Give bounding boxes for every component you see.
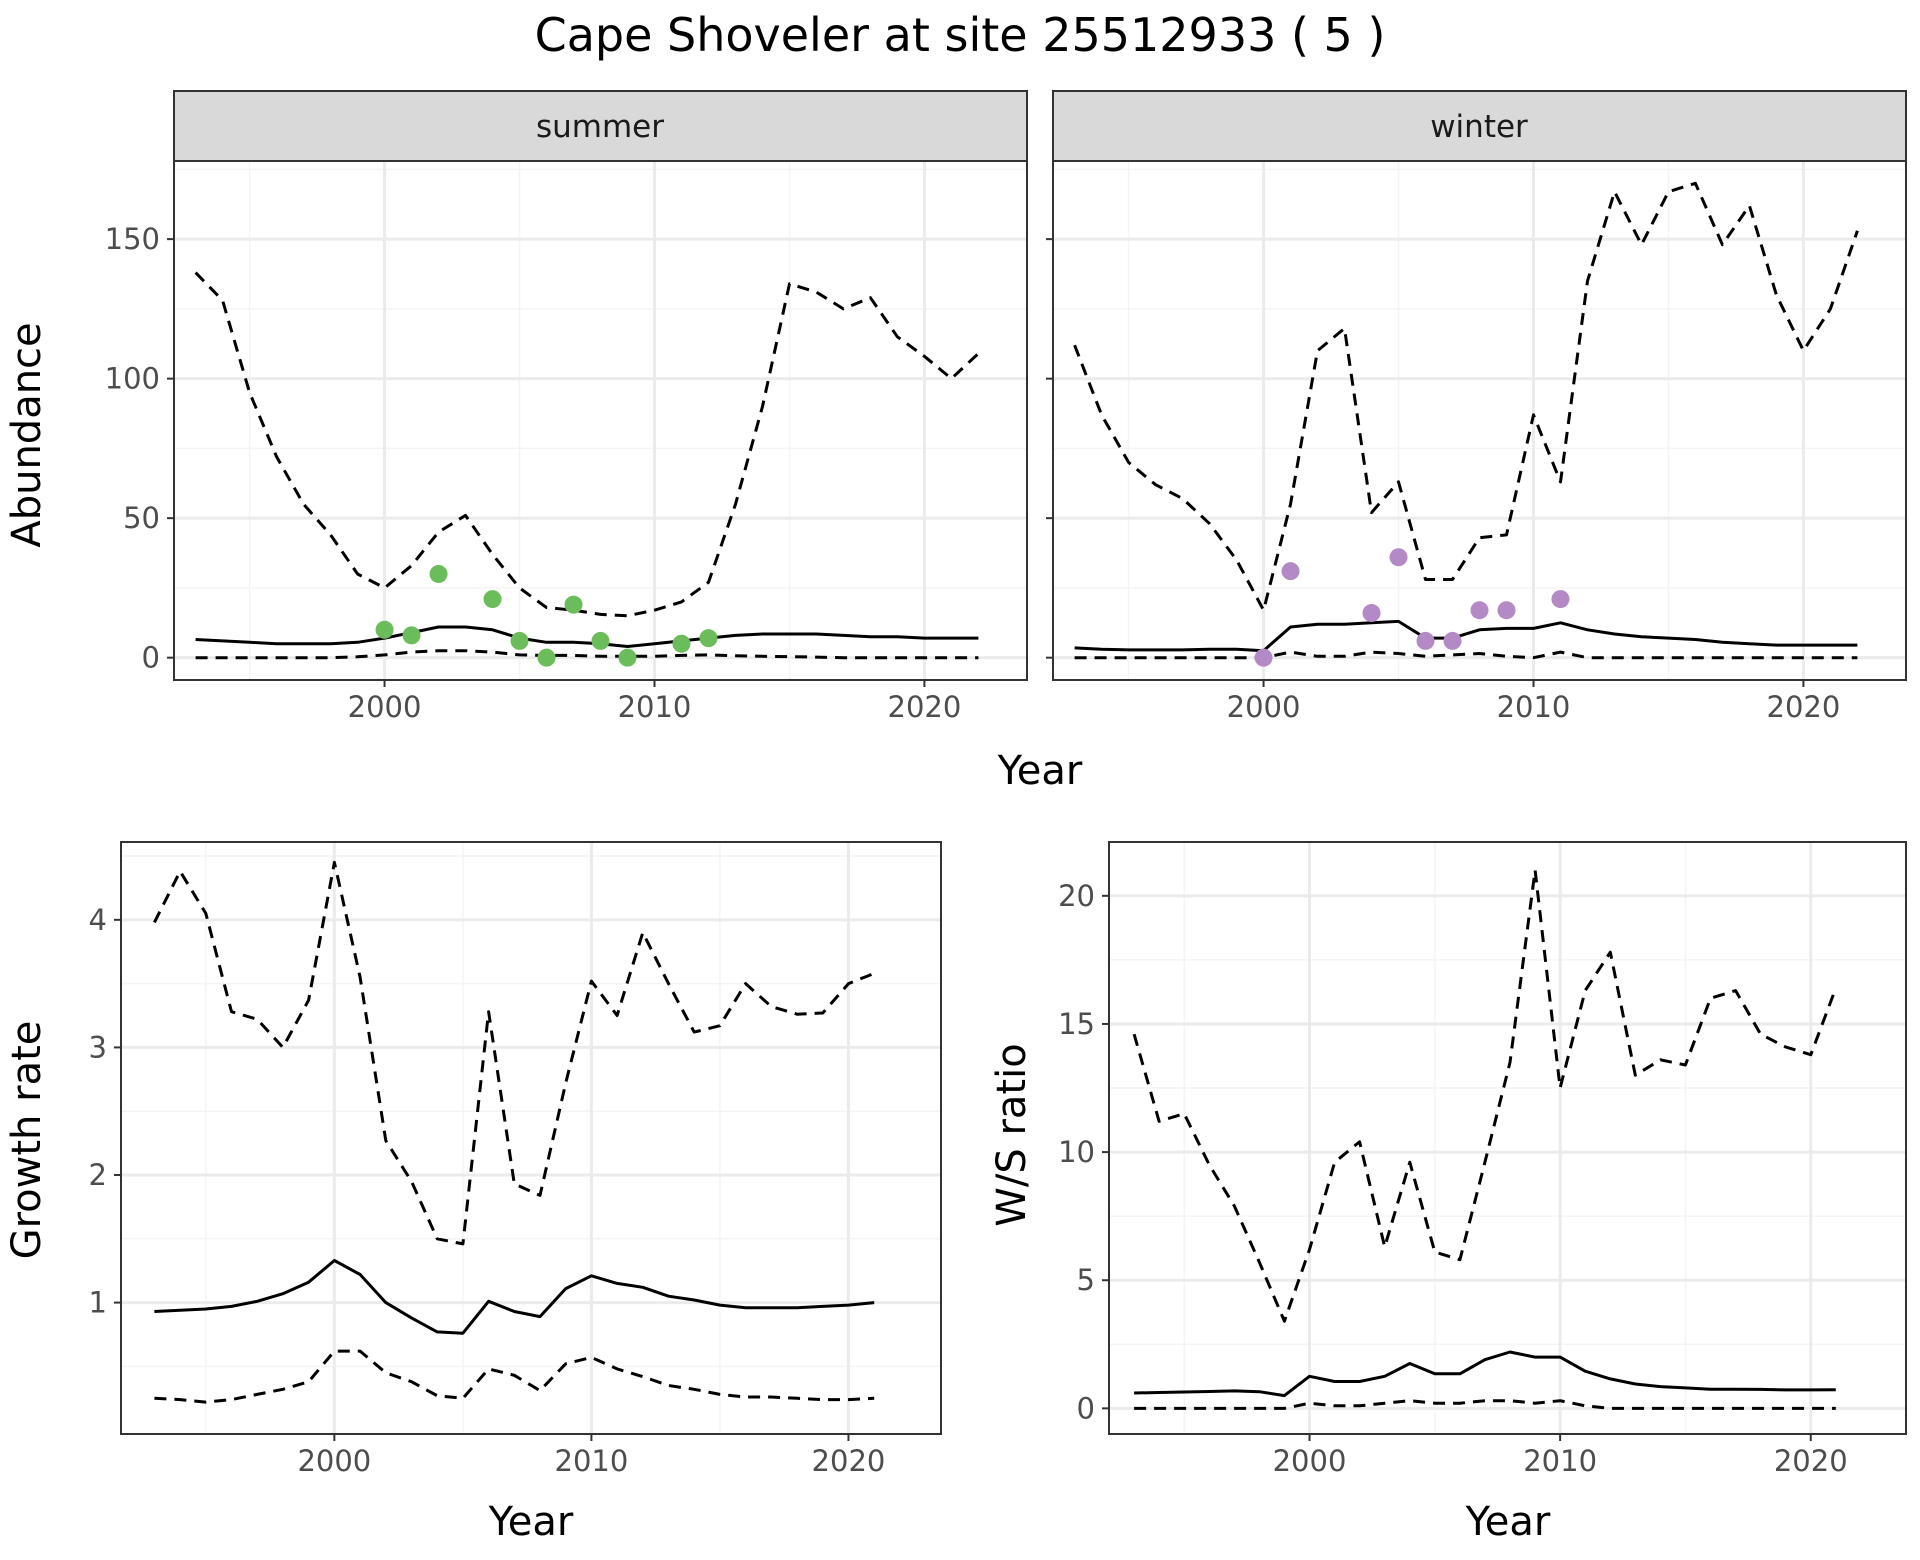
summer-x-tick-label: 2010: [618, 690, 692, 724]
growth-rate-axis-title: Growth rate: [4, 1021, 50, 1260]
ws-ratio-y-tick-label: 5: [1077, 1263, 1095, 1297]
abundance-axis-title: Abundance: [4, 322, 50, 547]
winter-x-tick-label: 2010: [1497, 690, 1571, 724]
ws-ratio-y-tick-label: 20: [1058, 879, 1095, 913]
ws-ratio-axis-title: W/S ratio: [989, 1043, 1035, 1226]
summer-y-tick-label: 150: [105, 222, 160, 256]
summer-observed-point: [591, 631, 610, 650]
summer-observed-point: [483, 590, 502, 609]
winter-abundance-panel: 2000 2010 2020 winter: [1046, 90, 1907, 724]
growth-rate-x-tick-label: 2010: [555, 1444, 629, 1478]
growth-rate-y-tick-label: 4: [89, 903, 107, 937]
growth-rate-upper-bound-line: [153, 860, 875, 1246]
summer-abundance-panel: 2000 2010 2020 0 50 100 150 summer: [105, 90, 1028, 724]
ws-ratio-plot-area: [1109, 842, 1906, 1434]
top-row-x-axis-title: Year: [997, 748, 1083, 794]
growth-rate-y-tick-label: 1: [89, 1286, 107, 1320]
summer-x-tick-label: 2020: [888, 690, 962, 724]
summer-lower-bound-line: [195, 649, 979, 660]
growth-rate-x-axis-title: Year: [488, 1499, 574, 1545]
ws-ratio-x-tick-label: 2020: [1774, 1444, 1848, 1478]
summer-observed-point: [618, 648, 637, 667]
winter-observed-point: [1389, 548, 1408, 567]
summer-observed-point: [564, 595, 583, 614]
growth-rate-y-tick-label: 2: [89, 1158, 107, 1192]
summer-strip: [173, 90, 1028, 162]
ws-ratio-lower-bound-line: [1134, 1399, 1836, 1410]
summer-observed-point: [510, 631, 529, 650]
growth-rate-x-tick-label: 2020: [812, 1444, 886, 1478]
winter-observed-point: [1416, 631, 1435, 650]
ws-ratio-x-tick-label: 2010: [1523, 1444, 1597, 1478]
summer-observed-point: [402, 626, 421, 645]
ws-ratio-x-axis-title: Year: [1465, 1499, 1551, 1545]
winter-observed-point: [1551, 590, 1570, 609]
ws-ratio-y-tick-label: 15: [1058, 1007, 1095, 1041]
growth-rate-panel: 2000 2010 2020 1 2 3 4: [89, 841, 942, 1478]
ws-ratio-panel: 2000 2010 2020 0 5 10 15 20: [1058, 841, 1907, 1478]
ws-ratio-panel-border: [1108, 841, 1907, 1435]
winter-x-tick-label: 2020: [1767, 690, 1841, 724]
summer-y-tick-label: 100: [105, 362, 160, 396]
summer-observed-point: [672, 634, 691, 653]
winter-mean-line: [1074, 619, 1858, 653]
winter-strip-label: winter: [1430, 109, 1528, 145]
summer-mean-line: [195, 625, 979, 648]
summer-observed-point: [537, 648, 556, 667]
winter-upper-bound-line: [1073, 181, 1859, 612]
summer-strip-label: summer: [536, 109, 664, 145]
winter-observed-point: [1443, 631, 1462, 650]
growth-rate-plot-area: [121, 842, 941, 1434]
summer-y-tick-label: 50: [123, 501, 160, 535]
ws-ratio-y-tick-label: 0: [1077, 1391, 1095, 1425]
ws-ratio-mean-line: [1134, 1350, 1836, 1398]
summer-y-tick-label: 0: [142, 641, 160, 675]
growth-rate-mean-line: [154, 1259, 875, 1335]
winter-observed-point: [1362, 604, 1381, 623]
winter-observed-point: [1497, 601, 1516, 620]
growth-rate-x-tick-label: 2000: [297, 1444, 371, 1478]
growth-rate-y-tick-label: 3: [89, 1030, 107, 1064]
winter-observed-point: [1254, 648, 1273, 667]
ws-ratio-y-tick-label: 10: [1058, 1135, 1095, 1169]
growth-rate-lower-bound-line: [154, 1349, 875, 1404]
ws-ratio-x-tick-label: 2000: [1273, 1444, 1347, 1478]
ws-ratio-upper-bound-line: [1132, 868, 1838, 1323]
winter-x-tick-label: 2000: [1227, 690, 1301, 724]
summer-observed-point: [375, 620, 394, 639]
summer-plot-area: [174, 161, 1027, 680]
growth-rate-panel-border: [120, 841, 942, 1435]
summer-x-tick-label: 2000: [348, 690, 422, 724]
winter-lower-bound-line: [1074, 650, 1858, 660]
winter-plot-area: [1053, 161, 1906, 680]
summer-observed-point: [429, 564, 448, 583]
summer-observed-point: [699, 629, 718, 648]
winter-observed-point: [1281, 562, 1300, 581]
winter-strip: [1052, 90, 1907, 162]
winter-observed-point: [1470, 601, 1489, 620]
chart-title: Cape Shoveler at site 25512933 ( 5 ): [534, 8, 1386, 62]
